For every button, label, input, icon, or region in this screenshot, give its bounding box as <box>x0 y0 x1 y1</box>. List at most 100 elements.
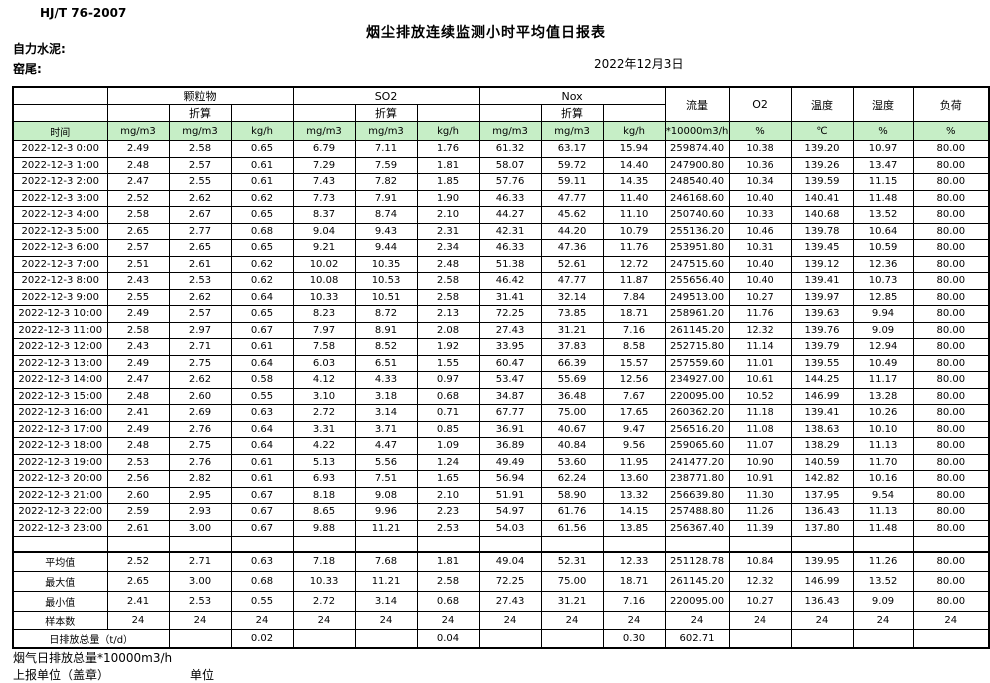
value-cell: 37.83 <box>540 338 604 356</box>
group-header-so2: SO2 <box>292 86 480 105</box>
value-cell: 12.36 <box>852 255 914 273</box>
row-label-cell: 2022-12-3 3:00 <box>12 189 108 207</box>
value-cell: 80.00 <box>912 140 990 158</box>
value-cell: 42.31 <box>478 222 542 240</box>
value-cell: 2.23 <box>416 503 480 521</box>
value-cell: 80.00 <box>912 371 990 389</box>
value-cell: 11.70 <box>852 453 914 471</box>
value-cell: 32.14 <box>540 288 604 306</box>
value-cell: 24 <box>602 611 666 630</box>
summary-row: 最大值 2.65 3.00 0.68 10.33 11.21 2.58 72.25 75.00 1… <box>12 571 990 592</box>
data-row: 2022-12-3 7:00 2.51 2.61 0.62 10.02 10.35 2.48… <box>12 255 990 273</box>
value-cell: 2.72 <box>292 404 356 422</box>
value-cell: 1.90 <box>416 189 480 207</box>
row-label-cell: 2022-12-3 23:00 <box>12 519 108 537</box>
value-cell: 80.00 <box>912 321 990 339</box>
value-cell: 7.29 <box>292 156 356 174</box>
value-cell: 10.08 <box>292 272 356 290</box>
value-cell: 0.62 <box>230 272 294 290</box>
data-row: 2022-12-3 23:00 2.61 3.00 0.67 9.88 11.21 2.53… <box>12 519 990 537</box>
value-cell: 7.73 <box>292 189 356 207</box>
value-cell: 13.32 <box>602 486 666 504</box>
empty-header-cell <box>416 104 480 122</box>
value-cell: 24 <box>852 611 914 630</box>
value-cell: 10.33 <box>292 571 356 592</box>
value-cell: 2.82 <box>168 470 232 488</box>
data-row: 2022-12-3 16:00 2.41 2.69 0.63 2.72 3.14 0.71 6… <box>12 404 990 422</box>
value-cell: 0.64 <box>230 420 294 438</box>
value-cell: 1.09 <box>416 437 480 455</box>
value-cell: 2.47 <box>106 371 170 389</box>
value-cell: 0.30 <box>602 629 666 648</box>
value-cell: 1.24 <box>416 453 480 471</box>
value-cell: 0.55 <box>230 387 294 405</box>
value-cell: 12.33 <box>602 550 666 572</box>
value-cell: 10.73 <box>852 272 914 290</box>
value-cell: 2.62 <box>168 189 232 207</box>
value-cell: 80.00 <box>912 437 990 455</box>
value-cell: 2.75 <box>168 354 232 372</box>
value-cell: 10.38 <box>728 140 792 158</box>
value-cell: 7.11 <box>354 140 418 158</box>
value-cell <box>540 629 604 648</box>
value-cell: 2.48 <box>106 387 170 405</box>
value-cell: 12.72 <box>602 255 666 273</box>
value-cell: 4.33 <box>354 371 418 389</box>
value-cell: 10.16 <box>852 470 914 488</box>
row-label-cell: 2022-12-3 13:00 <box>12 354 108 372</box>
value-cell: 6.93 <box>292 470 356 488</box>
value-cell: 2.95 <box>168 486 232 504</box>
value-cell: 2.65 <box>168 239 232 257</box>
value-cell: 80.00 <box>912 404 990 422</box>
value-cell: 2.65 <box>106 571 170 592</box>
empty-header-cell <box>478 104 542 122</box>
value-cell: 75.00 <box>540 571 604 592</box>
value-cell: 12.94 <box>852 338 914 356</box>
value-cell: 8.37 <box>292 206 356 224</box>
value-cell: 14.15 <box>602 503 666 521</box>
value-cell: 80.00 <box>912 206 990 224</box>
value-cell: 2.51 <box>106 255 170 273</box>
standard-code: HJ/T 76-2007 <box>40 6 127 20</box>
value-cell: 24 <box>230 611 294 630</box>
value-cell: 7.18 <box>292 550 356 572</box>
value-cell: 9.44 <box>354 239 418 257</box>
value-cell: 2.76 <box>168 420 232 438</box>
row-label-cell: 平均值 <box>12 550 108 572</box>
value-cell: 80.00 <box>912 354 990 372</box>
value-cell: 11.76 <box>728 305 792 323</box>
value-cell: 2.76 <box>168 453 232 471</box>
row-label-cell: 最小值 <box>12 591 108 612</box>
value-cell: 241477.20 <box>664 453 730 471</box>
value-cell: 80.00 <box>912 272 990 290</box>
empty-header-cell <box>602 104 666 122</box>
value-cell: 49.04 <box>478 550 542 572</box>
data-row: 2022-12-3 21:00 2.60 2.95 0.67 8.18 9.08 2.10 5… <box>12 486 990 504</box>
value-cell: 10.27 <box>728 288 792 306</box>
value-cell: 24 <box>416 611 480 630</box>
value-cell: 61.76 <box>540 503 604 521</box>
value-cell: 146.99 <box>790 387 854 405</box>
value-cell: 0.65 <box>230 305 294 323</box>
value-cell: 0.65 <box>230 140 294 158</box>
data-row: 2022-12-3 19:00 2.53 2.76 0.61 5.13 5.56 1.24 4… <box>12 453 990 471</box>
value-cell: 24 <box>168 611 232 630</box>
value-cell: 11.08 <box>728 420 792 438</box>
value-cell: 0.67 <box>230 519 294 537</box>
value-cell: 1.76 <box>416 140 480 158</box>
value-cell: 3.14 <box>354 404 418 422</box>
value-cell: 10.26 <box>852 404 914 422</box>
value-cell: 258961.20 <box>664 305 730 323</box>
value-cell: 0.61 <box>230 453 294 471</box>
value-cell: 1.65 <box>416 470 480 488</box>
summary-row: 样本数 24 24 24 24 24 24 24 24 24 24 24 24 24 24 <box>12 611 990 630</box>
conversion-header-nox: 折算 <box>540 104 604 122</box>
value-cell: 75.00 <box>540 404 604 422</box>
row-label-cell: 2022-12-3 7:00 <box>12 255 108 273</box>
value-cell: 1.81 <box>416 550 480 572</box>
value-cell: 2.48 <box>106 437 170 455</box>
value-cell: 3.00 <box>168 571 232 592</box>
value-cell: 51.38 <box>478 255 542 273</box>
value-cell: 259874.40 <box>664 140 730 158</box>
value-cell: 2.97 <box>168 321 232 339</box>
